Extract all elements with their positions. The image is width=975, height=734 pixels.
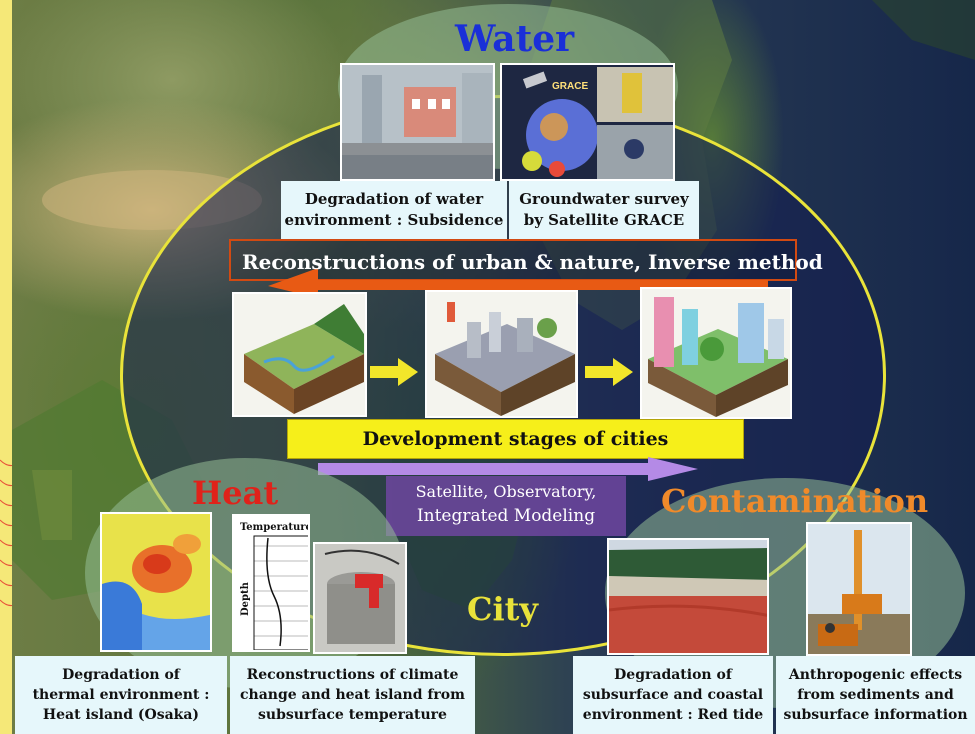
heat-caption-reconstruction: Reconstructions of climate change and hea… <box>230 656 475 734</box>
heat-title: Heat <box>192 474 279 512</box>
left-arrow-icon <box>268 268 318 298</box>
right-arrow-icon <box>648 457 698 481</box>
water-caption-grace: Groundwater survey by Satellite GRACE <box>509 181 699 239</box>
grace-satellite-photo: GRACE <box>500 63 675 181</box>
heat-island-map <box>100 512 212 652</box>
methods-arrow <box>318 457 698 481</box>
water-caption-subsidence: Degradation of water environment : Subsid… <box>281 181 507 239</box>
contamination-caption-sediments: Anthropogenic effects from sediments and s… <box>776 656 975 734</box>
borehole-instrument-photo <box>313 542 407 654</box>
grace-label: GRACE <box>552 81 588 92</box>
heat-caption-heat-island: Degradation of thermal environment : Heat … <box>15 656 227 734</box>
profile-xlabel: Temperature <box>240 522 310 533</box>
right-arrow-icon <box>585 358 633 386</box>
drilling-rig-photo <box>806 522 912 656</box>
stage-arrow-2 <box>585 358 633 386</box>
modern-city-stage-image <box>640 287 792 419</box>
city-title: City <box>467 590 538 628</box>
development-stages-bar: Development stages of cities <box>287 419 744 459</box>
urbanizing-stage-image <box>425 290 578 418</box>
profile-ylabel: Depth <box>240 581 251 616</box>
right-arrow-icon <box>370 358 418 386</box>
methods-box: Satellite, Observatory, Integrated Model… <box>386 476 626 536</box>
contamination-title: Contamination <box>661 482 929 520</box>
reconstruction-arrow <box>229 239 797 298</box>
stage-arrow-1 <box>370 358 418 386</box>
red-tide-photo <box>607 538 769 655</box>
nature-stage-image <box>232 292 367 417</box>
subsidence-photo <box>340 63 495 181</box>
water-title: Water <box>455 18 575 60</box>
contamination-caption-red-tide: Degradation of subsurface and coastal envi… <box>573 656 773 734</box>
reconstruction-label: Reconstructions of urban & nature, Inver… <box>242 250 823 274</box>
temperature-depth-profile: Temperature Depth <box>232 514 310 652</box>
